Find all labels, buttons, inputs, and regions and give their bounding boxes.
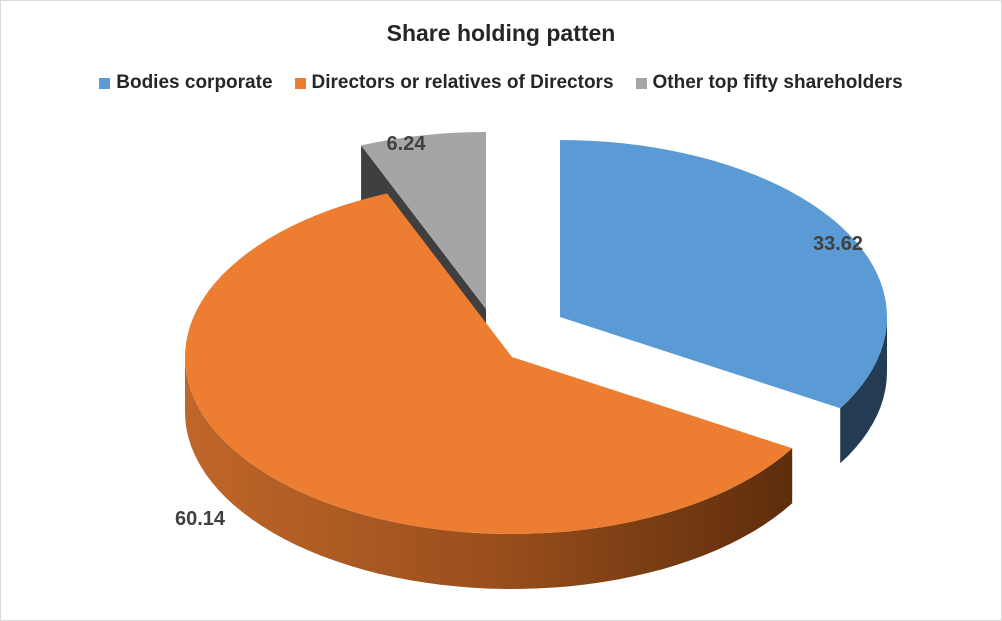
data-label-directors: 60.14 xyxy=(175,508,226,530)
legend-label: Other top fifty shareholders xyxy=(652,72,903,93)
slice-bodies-corporate-side[interactable] xyxy=(840,317,887,464)
slice-directors[interactable] xyxy=(185,193,793,534)
legend-item-other-shareholders[interactable]: Other top fifty shareholders xyxy=(635,72,903,94)
chart-title: Share holding patten xyxy=(386,20,616,46)
data-label-other-shareholders: 6.24 xyxy=(387,133,427,155)
legend-swatch xyxy=(294,77,306,89)
data-label-bodies-corporate: 33.62 xyxy=(813,233,863,255)
slice-bodies-corporate[interactable] xyxy=(560,140,887,409)
slice-directors-side[interactable] xyxy=(185,357,793,589)
legend-label: Bodies corporate xyxy=(116,72,273,93)
legend-label: Directors or relatives of Directors xyxy=(311,72,614,93)
legend-swatch xyxy=(99,77,111,89)
legend: Bodies corporate Directors or relatives … xyxy=(0,72,1002,94)
slice-other-shareholders[interactable] xyxy=(361,132,486,309)
legend-item-directors[interactable]: Directors or relatives of Directors xyxy=(294,72,614,94)
legend-item-bodies-corporate[interactable]: Bodies corporate xyxy=(99,72,273,94)
legend-swatch xyxy=(635,77,647,89)
